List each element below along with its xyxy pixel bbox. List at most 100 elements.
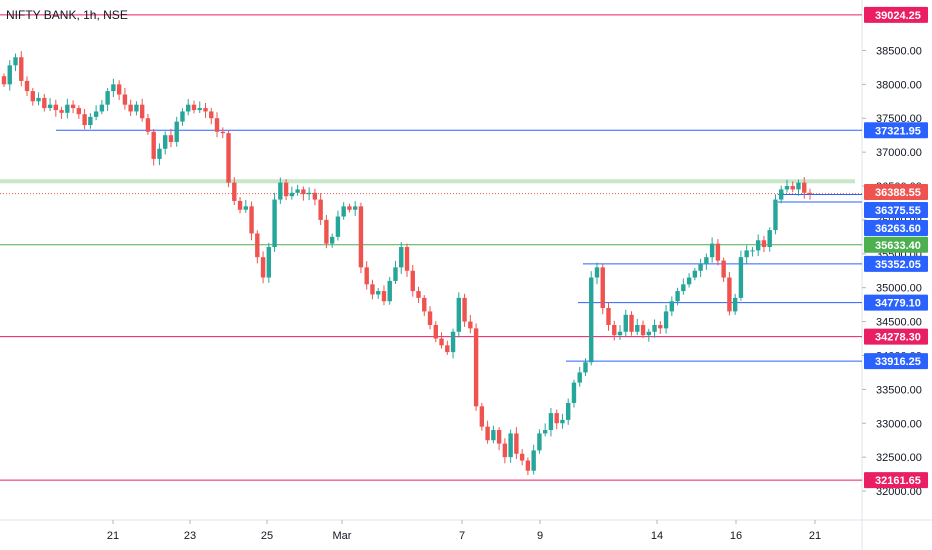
candle-body <box>376 291 381 295</box>
price-badge-label: 36263.60 <box>875 223 921 235</box>
candle-body <box>537 433 542 451</box>
candle-body <box>652 324 657 332</box>
candle-body <box>220 131 225 134</box>
candle-body <box>352 206 358 210</box>
candle-body <box>675 291 680 302</box>
candle-body <box>347 206 352 210</box>
candle-body <box>416 291 421 298</box>
candle-body <box>577 372 582 383</box>
candle-body <box>76 108 82 115</box>
candle-body <box>479 406 485 427</box>
candle-body <box>612 324 617 336</box>
candle-body <box>767 230 772 248</box>
candle-body <box>128 104 133 112</box>
price-level-badges: 39024.25 37321.95 36388.55 36375.55 36263.60… <box>864 6 928 489</box>
x-tick-label: 25 <box>261 530 273 542</box>
candle-body <box>606 308 611 325</box>
candle-body <box>721 260 726 278</box>
candle-body <box>105 91 110 105</box>
candle-body <box>151 131 156 159</box>
x-tick-label: 7 <box>459 530 465 542</box>
candle-body <box>249 206 254 234</box>
candle-body <box>237 200 243 210</box>
price-badge <box>864 255 928 272</box>
resistance-band <box>0 179 855 184</box>
candle-body <box>600 267 605 309</box>
price-badge <box>864 236 928 253</box>
candle-body <box>111 84 116 92</box>
chart-title: NIFTY BANK, 1h, NSE <box>6 8 128 22</box>
candle-body <box>802 182 807 193</box>
candle-body <box>686 277 692 285</box>
candle-body <box>433 324 438 339</box>
candle-body <box>450 331 456 353</box>
price-badge-label: 35633.40 <box>875 240 921 252</box>
candle-body <box>542 430 548 434</box>
candle-body <box>24 80 30 92</box>
candle-body <box>381 291 387 302</box>
y-tick-label: 34500.00 <box>876 317 922 329</box>
price-badge <box>864 294 928 311</box>
candle-body <box>571 382 577 403</box>
candle-body <box>473 328 479 407</box>
candle-body <box>439 338 444 346</box>
price-badge <box>864 220 928 236</box>
candle-body <box>750 250 755 252</box>
candle-body <box>404 247 410 271</box>
candle-body <box>773 199 778 231</box>
price-badge <box>864 6 928 23</box>
candle-body <box>266 247 272 278</box>
candle-body <box>335 216 341 237</box>
x-tick-label: Mar <box>333 530 352 542</box>
candle-body <box>180 111 185 122</box>
candle-body <box>283 182 289 197</box>
candle-body <box>755 240 761 251</box>
candle-body <box>295 189 300 193</box>
candle-body <box>519 453 525 461</box>
candle-body <box>19 57 24 81</box>
candle-body <box>318 199 323 220</box>
price-badge-label: 35352.05 <box>875 259 921 271</box>
candle-body <box>186 104 191 112</box>
candle-body <box>341 206 346 217</box>
candle-body <box>306 192 312 195</box>
candle-body <box>122 94 128 105</box>
candle-body <box>13 57 18 66</box>
candle-body <box>462 297 467 322</box>
candle-body <box>681 284 686 292</box>
candle-body <box>502 443 508 458</box>
candle-body <box>623 314 628 332</box>
candle-body <box>243 206 248 210</box>
price-badge-label: 39024.25 <box>875 10 921 22</box>
price-badge <box>864 353 928 370</box>
price-badge <box>864 122 928 139</box>
candle-body <box>65 104 70 113</box>
candle-body <box>226 133 231 183</box>
candle-body <box>203 108 208 112</box>
candle-body <box>312 192 318 200</box>
candle-body <box>410 270 415 292</box>
candle-body <box>301 189 306 195</box>
candle-body <box>709 243 715 258</box>
candle-body <box>468 321 473 329</box>
x-tick-label: 9 <box>537 530 543 542</box>
candle-body <box>145 118 151 132</box>
candle-body <box>157 148 162 159</box>
candle-body <box>485 426 490 441</box>
candle-body <box>232 182 237 201</box>
candle-body <box>163 135 168 149</box>
candle-body <box>7 65 12 85</box>
x-axis: 21 23 25 Mar 7 9 14 16 21 <box>107 520 821 542</box>
candle-body <box>93 111 99 117</box>
resistance-band-rect <box>0 179 855 184</box>
y-tick-label: 32500.00 <box>876 452 922 464</box>
price-badge-label: 37321.95 <box>875 125 921 137</box>
candle-body <box>732 297 738 312</box>
candle-body <box>635 324 640 332</box>
candle-body <box>427 311 433 325</box>
candle-body <box>640 324 646 336</box>
candle-body <box>738 257 744 298</box>
y-tick-label: 33000.00 <box>876 418 922 430</box>
candle-body <box>399 247 404 268</box>
